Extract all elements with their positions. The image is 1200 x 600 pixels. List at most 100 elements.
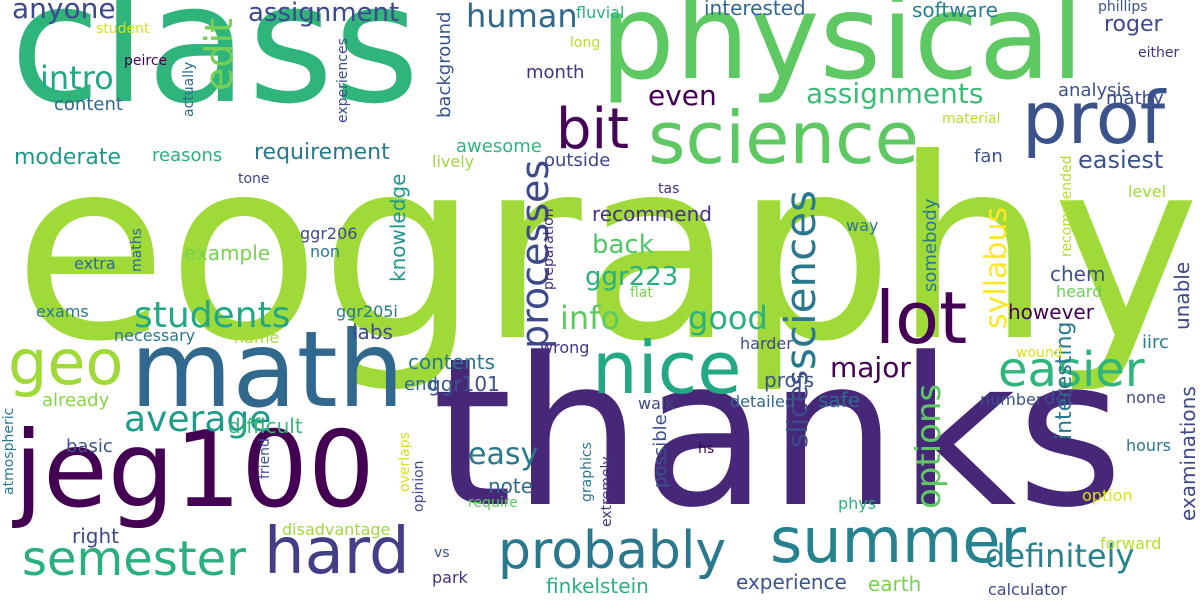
word-long: long [570,35,601,51]
word-actually: actually [181,61,197,117]
word-outside: outside [544,150,611,171]
word-experiences: experiences [335,38,351,123]
word-preparation: preparation [541,208,557,290]
word-name: name [234,328,280,347]
word-intro: intro [40,59,114,97]
word-require: require [468,495,518,511]
word-prof: prof [1022,76,1166,160]
word-detailed: detailed [730,392,795,411]
word-analysis: analysis [1058,80,1131,101]
word-however: however [1008,300,1094,324]
word-fluvial: fluvial [576,3,625,22]
word-easy: easy [468,437,539,472]
word-unable: unable [1170,261,1194,330]
word-moderate: moderate [14,145,122,170]
word-average: average [124,399,272,440]
word-earth: earth [868,572,922,596]
word-labs: labs [352,320,393,344]
word-bit: bit [556,97,630,162]
word-back: back [592,230,654,260]
word-ggr205i: ggr205i [336,302,398,321]
word-harder: harder [740,334,793,353]
word-nice: nice [592,326,742,410]
word-park: park [432,568,468,587]
word-disadvantage: disadvantage [282,520,391,539]
word-interesting: interesting [1052,321,1077,440]
word-even: even [648,79,717,112]
word-physical: physical [600,0,1084,106]
word-peirce: peirce [124,53,168,69]
word-recommend: recommend [592,202,712,226]
word-example: example [184,241,271,265]
word-summer: summer [770,504,1027,577]
word-difficult: difficult [228,414,303,438]
word-hours: hours [1126,436,1171,455]
word-human: human [466,0,578,35]
word-ggr223: ggr223 [585,262,679,292]
word-recommended: recommended [1059,155,1075,257]
word-tone: tone [238,171,270,187]
word-geography: geography [0,105,1200,396]
word-material: material [942,111,1001,127]
word-info: info [560,299,621,337]
word-heard: heard [1056,282,1103,301]
word-tas: tas [658,181,680,197]
word-month: month [526,62,585,83]
word-none: none [1126,388,1166,407]
word-easier: easier [998,342,1145,398]
word-chem: chem [1050,262,1106,286]
word-options: options [909,383,949,509]
word-knowledge: knowledge [386,173,410,282]
word-assignment: assignment [248,0,400,28]
word-semester: semester [22,531,246,587]
word-science: science [648,96,919,180]
word-finkelstein: finkelstein [546,574,649,598]
word-profs: profs [764,368,815,392]
word-iirc: iirc [1142,332,1169,353]
word-student: student [96,21,150,37]
word-major: major [830,351,911,384]
word-wrong: wrong [540,338,590,357]
word-class: class [10,0,420,140]
word-software: software [912,0,998,22]
word-already: already [42,390,110,411]
word-number: number [980,390,1043,409]
word-note: note [488,474,534,498]
word-def: def [1044,388,1073,409]
word-hard: hard [264,515,410,589]
word-option: option [1082,486,1133,505]
word-easiest: easiest [1078,146,1164,174]
word-fan: fan [974,146,1003,167]
word-possible: possible [650,414,671,488]
word-non: non [310,242,341,261]
word-lot: lot [875,276,968,360]
word-phillips: phillips [1098,0,1148,15]
word-interested: interested [704,0,806,20]
word-edit: edit [197,18,241,91]
word-extra: extra [74,254,116,273]
word-good: good [688,299,768,337]
word-safe: safe [818,388,861,412]
word-overlaps: overlaps [397,432,413,492]
word-friend: friend [257,438,273,479]
word-anyone: anyone [12,0,116,25]
word-assignments: assignments [806,77,984,110]
word-way: way [846,216,879,235]
word-vs: vs [434,545,450,561]
word-ggr206: ggr206 [300,224,358,243]
word-walk: walk [638,394,675,413]
word-roger: roger [1104,12,1163,37]
word-end: end [404,374,438,395]
word-level: level [1128,182,1167,201]
word-content: content [54,94,123,115]
word-requirement: requirement [254,140,390,165]
word-definitely: definitely [985,537,1135,575]
word-forward: forward [1100,534,1162,553]
word-geo: geo [8,326,124,399]
word-students: students [134,295,291,336]
word-examinations: examinations [1176,386,1200,521]
word-extremely: extremely [599,456,615,527]
word-reasons: reasons [152,145,223,166]
word-opinion: opinion [411,460,427,512]
